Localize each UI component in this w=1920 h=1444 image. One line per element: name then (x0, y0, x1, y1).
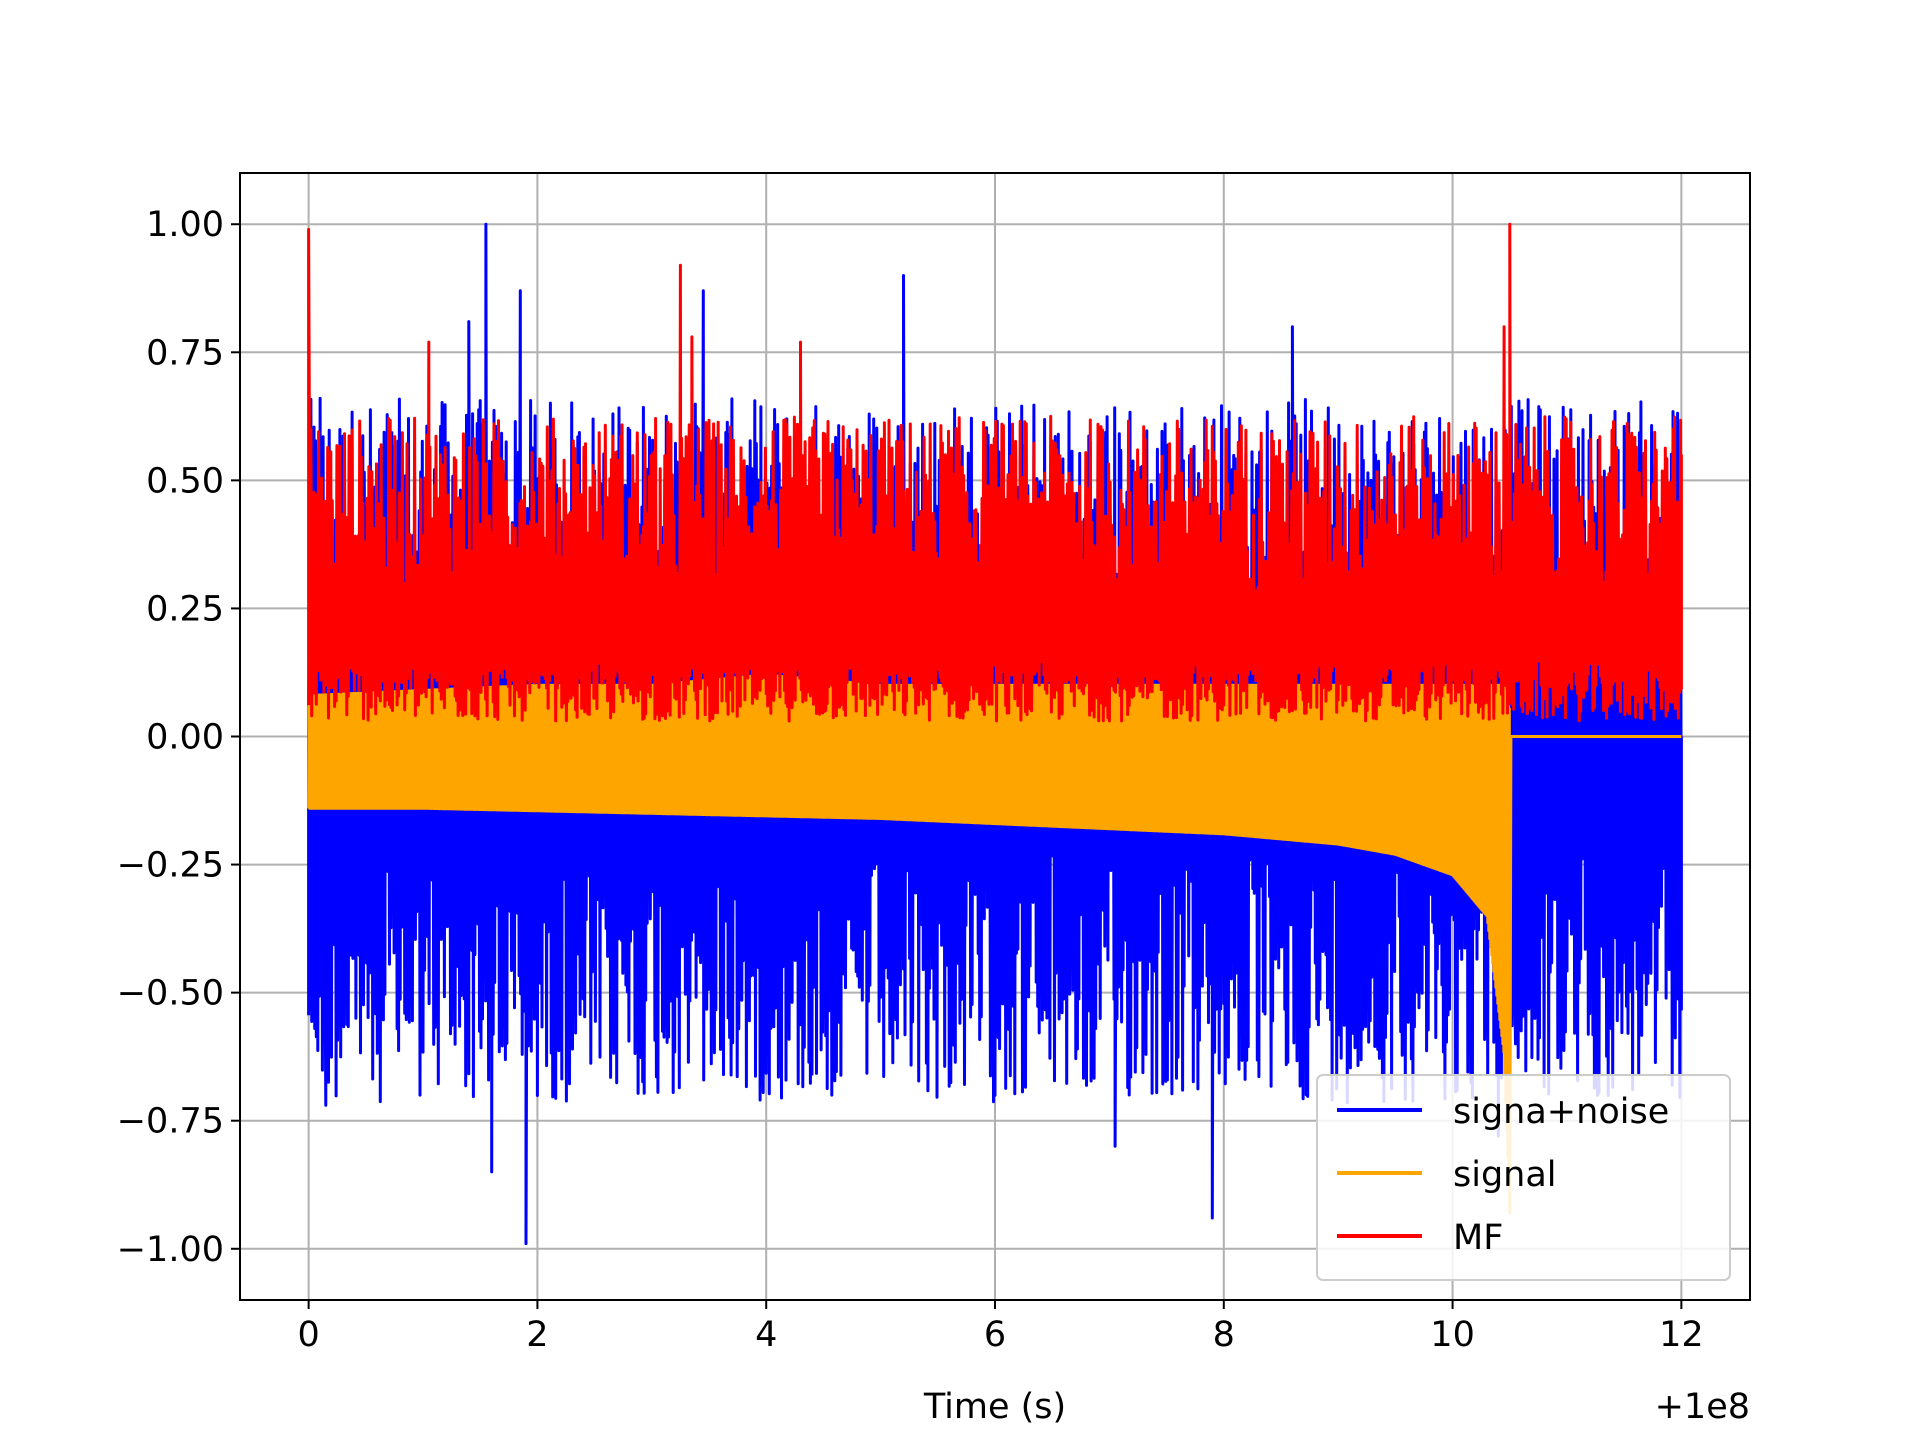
x-tick-label: 10 (1430, 1315, 1475, 1355)
y-tick-label: −0.25 (117, 846, 224, 886)
y-tick-label: 0.25 (146, 589, 224, 629)
x-tick-label: 2 (526, 1315, 548, 1355)
y-tick-label: 0.75 (146, 333, 224, 373)
x-tick-label: 4 (755, 1315, 777, 1355)
y-tick-label: 0.50 (146, 461, 224, 501)
y-tick-label: −0.75 (117, 1102, 224, 1142)
series-group (307, 222, 1683, 1246)
legend-label-mf: MF (1453, 1218, 1503, 1258)
x-tick-label: 0 (297, 1315, 319, 1355)
x-tick-label: 12 (1659, 1315, 1704, 1355)
series-line-mf (307, 222, 1683, 723)
x-tick-label: 6 (984, 1315, 1006, 1355)
y-tick-label: 1.00 (146, 205, 224, 245)
series-layer (307, 222, 1683, 1246)
legend-label-signal: signal (1453, 1155, 1557, 1195)
x-axis-label: Time (s) (923, 1387, 1066, 1427)
legend: signa+noise signal MF (1316, 1074, 1731, 1281)
y-tick-label: −0.50 (117, 974, 224, 1014)
y-tick-label: −1.00 (117, 1230, 224, 1270)
legend-box (1316, 1074, 1731, 1281)
legend-label-signa-noise: signa+noise (1453, 1092, 1669, 1132)
x-tick-label: 8 (1213, 1315, 1235, 1355)
series-line-signal (307, 673, 1682, 1215)
axes: 0 2 4 6 8 10 12 1.00 0.75 0.50 0.25 0.00 −0.25 −0.50 −… (117, 205, 1704, 1355)
y-tick-label: 0.00 (146, 718, 224, 758)
x-offset-label: +1e8 (1655, 1387, 1750, 1427)
